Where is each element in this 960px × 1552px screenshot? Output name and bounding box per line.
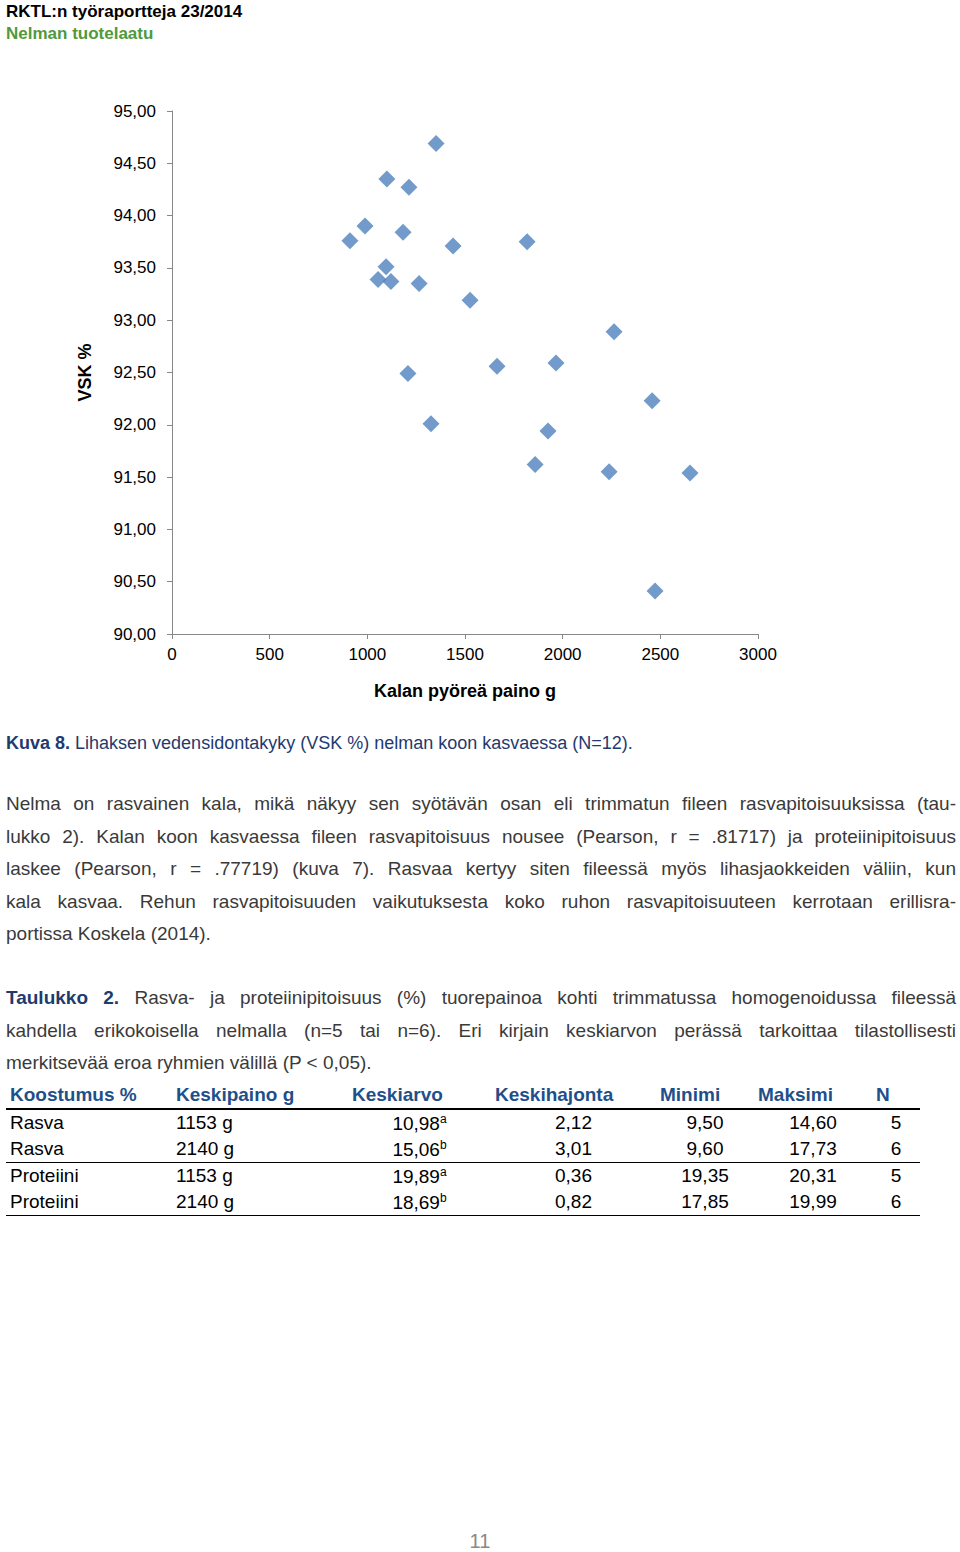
html-text:RKTL:n työraportteja 23/2014: RKTL:n työraportteja 23/2014 bbox=[6, 2, 243, 21]
html-text:merkitsevää eroa ryhmien välil: merkitsevää eroa ryhmien välillä (P < 0,… bbox=[6, 1052, 372, 1073]
html-text:Keskiarvo: Keskiarvo bbox=[352, 1084, 443, 1105]
html-text:17,85: 17,85 bbox=[681, 1191, 729, 1212]
html-text:0,36: 0,36 bbox=[555, 1165, 592, 1186]
html-text:kahdella erikokoisella nelmall: kahdella erikokoisella nelmalla (n=5 tai… bbox=[6, 1019, 956, 1041]
html-text:Taulukko 2. Rasva- ja proteiin: Taulukko 2. Rasva- ja proteiinipitoisuus… bbox=[6, 987, 956, 1008]
html-text:2,12: 2,12 bbox=[555, 1112, 592, 1133]
svg-text:90,00: 90,00 bbox=[113, 625, 156, 644]
html-text:kala kasvaa. Rehun rasvapitois: kala kasvaa. Rehun rasvapitoisuuden vaik… bbox=[6, 890, 956, 912]
svg-text:90,50: 90,50 bbox=[113, 572, 156, 591]
html-text:N: N bbox=[876, 1084, 890, 1105]
html-text:19,99: 19,99 bbox=[789, 1191, 837, 1212]
html-text:20,31: 20,31 bbox=[789, 1165, 837, 1186]
html-text:19,35: 19,35 bbox=[681, 1165, 729, 1186]
html-text:3,01: 3,01 bbox=[555, 1138, 592, 1159]
html-text:Nelma on rasvainen kala, mikä: Nelma on rasvainen kala, mikä näkyy sen … bbox=[6, 793, 956, 814]
svg-text:94,50: 94,50 bbox=[113, 154, 156, 173]
html-text:Kuva 8. Lihaksen vedensidontak: Kuva 8. Lihaksen vedensidontakyky (VSK %… bbox=[6, 733, 633, 753]
html-text:Proteiini: Proteiini bbox=[10, 1165, 79, 1186]
html-text:1153 g: 1153 g bbox=[176, 1165, 233, 1186]
html-text:17,73: 17,73 bbox=[789, 1138, 837, 1159]
svg-text:1000: 1000 bbox=[348, 645, 386, 664]
html-text:Keskipaino g: Keskipaino g bbox=[176, 1084, 295, 1105]
svg-text:93,50: 93,50 bbox=[113, 258, 156, 277]
svg-text:Kalan pyöreä paino g: Kalan pyöreä paino g bbox=[374, 681, 556, 701]
html-text:Minimi: Minimi bbox=[660, 1084, 721, 1105]
html-text:1153 g: 1153 g bbox=[176, 1112, 233, 1133]
svg-text:94,00: 94,00 bbox=[113, 206, 156, 225]
html-text:Rasva: Rasva bbox=[10, 1112, 64, 1133]
svg-text:91,50: 91,50 bbox=[113, 468, 156, 487]
svg-text:92,50: 92,50 bbox=[113, 363, 156, 382]
html-text:Keskihajonta: Keskihajonta bbox=[495, 1084, 614, 1105]
html-text:9,60: 9,60 bbox=[686, 1138, 724, 1159]
html-text:2140 g: 2140 g bbox=[176, 1191, 235, 1212]
svg-text:93,00: 93,00 bbox=[113, 311, 156, 330]
svg-text:VSK %: VSK % bbox=[75, 343, 95, 401]
html-text:5: 5 bbox=[890, 1165, 902, 1186]
html-text:10,98a: 10,98a bbox=[392, 1111, 447, 1134]
html-text:Rasva: Rasva bbox=[10, 1138, 64, 1159]
html-text:11: 11 bbox=[469, 1530, 491, 1552]
svg-text:91,00: 91,00 bbox=[113, 520, 156, 539]
html-text:laskee (Pearson, r = .77719) (: laskee (Pearson, r = .77719) (kuva 7). R… bbox=[6, 858, 956, 879]
html-text:6: 6 bbox=[890, 1191, 902, 1212]
svg-text:2500: 2500 bbox=[641, 645, 679, 664]
svg-text:3000: 3000 bbox=[739, 645, 777, 664]
html-text:0,82: 0,82 bbox=[555, 1191, 592, 1212]
html-text:portissa Koskela (2014).: portissa Koskela (2014). bbox=[6, 923, 211, 944]
svg-text:92,00: 92,00 bbox=[113, 415, 156, 434]
html-text:15,06b: 15,06b bbox=[392, 1137, 447, 1160]
html-text:19,89a: 19,89a bbox=[392, 1164, 447, 1187]
svg-text:2000: 2000 bbox=[544, 645, 582, 664]
svg-text:500: 500 bbox=[255, 645, 283, 664]
html-text:Proteiini: Proteiini bbox=[10, 1191, 79, 1212]
html-text:18,69b: 18,69b bbox=[392, 1190, 447, 1213]
html-text:14,60: 14,60 bbox=[789, 1112, 837, 1133]
html-text:5: 5 bbox=[890, 1112, 902, 1133]
html-text:Nelman tuotelaatu: Nelman tuotelaatu bbox=[6, 24, 154, 43]
html-text:Koostumus %: Koostumus % bbox=[10, 1084, 137, 1105]
svg-text:0: 0 bbox=[167, 645, 176, 664]
html-text:Maksimi: Maksimi bbox=[758, 1084, 833, 1105]
html-text:6: 6 bbox=[890, 1138, 902, 1159]
html-text:2140 g: 2140 g bbox=[176, 1138, 235, 1159]
svg-text:95,00: 95,00 bbox=[113, 102, 156, 121]
svg-text:1500: 1500 bbox=[446, 645, 484, 664]
html-text:9,50: 9,50 bbox=[686, 1112, 724, 1133]
html-text:lukko 2). Kalan koon kasvaessa: lukko 2). Kalan koon kasvaessa fileen ra… bbox=[6, 825, 956, 847]
